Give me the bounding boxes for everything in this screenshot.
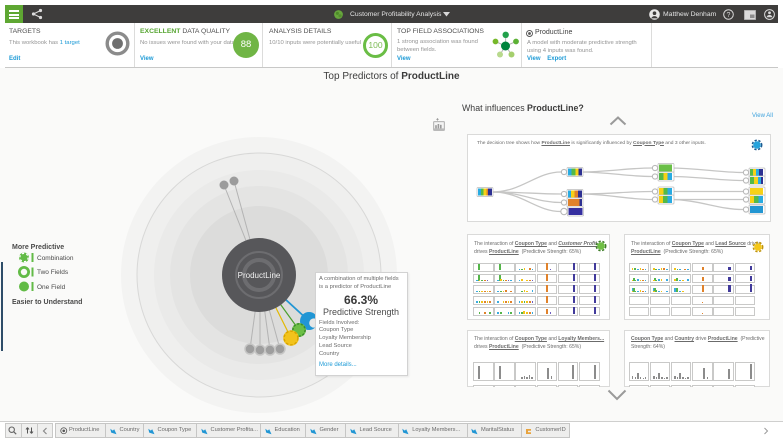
- svg-text:ProductLine: ProductLine: [238, 271, 281, 280]
- svg-text:?: ?: [727, 12, 731, 19]
